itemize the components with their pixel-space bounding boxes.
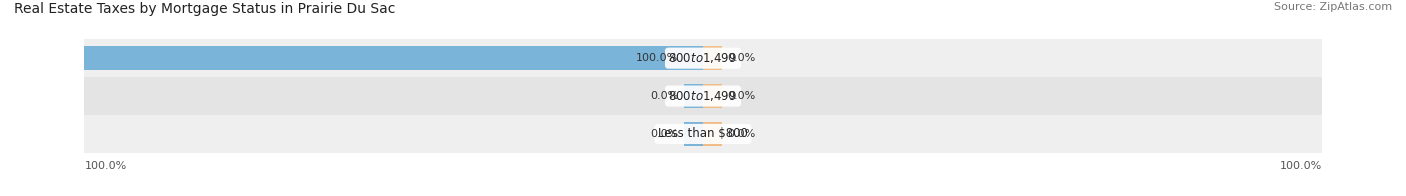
Bar <box>84 39 1322 77</box>
Bar <box>703 84 721 108</box>
Text: 0.0%: 0.0% <box>650 129 678 139</box>
Text: $800 to $1,499: $800 to $1,499 <box>668 51 738 65</box>
Text: Real Estate Taxes by Mortgage Status in Prairie Du Sac: Real Estate Taxes by Mortgage Status in … <box>14 2 395 16</box>
Text: 0.0%: 0.0% <box>728 91 756 101</box>
Text: Less than $800: Less than $800 <box>658 127 748 140</box>
Bar <box>703 122 721 146</box>
Text: 0.0%: 0.0% <box>650 91 678 101</box>
Bar <box>84 77 1322 115</box>
Bar <box>84 115 1322 153</box>
Bar <box>703 46 721 70</box>
Text: 100.0%: 100.0% <box>636 53 678 63</box>
Bar <box>685 122 703 146</box>
Text: 0.0%: 0.0% <box>728 129 756 139</box>
Bar <box>84 46 703 70</box>
Bar <box>685 84 703 108</box>
Text: 100.0%: 100.0% <box>84 161 127 171</box>
Text: 100.0%: 100.0% <box>1279 161 1322 171</box>
Text: Source: ZipAtlas.com: Source: ZipAtlas.com <box>1274 2 1392 12</box>
Text: 0.0%: 0.0% <box>728 53 756 63</box>
Text: $800 to $1,499: $800 to $1,499 <box>668 89 738 103</box>
